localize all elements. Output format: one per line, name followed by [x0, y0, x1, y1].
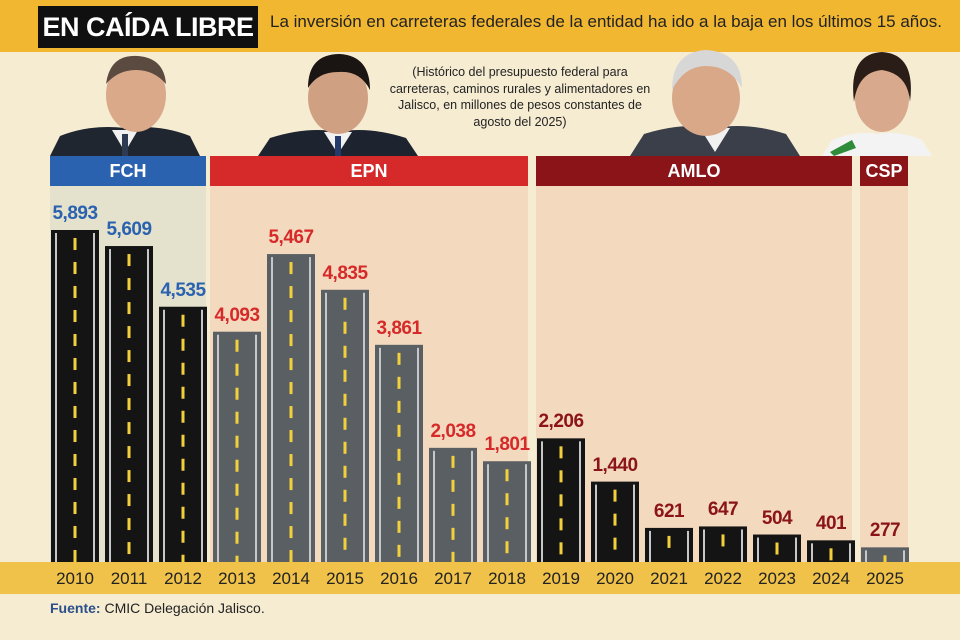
year-label-2021: 2021	[650, 569, 688, 588]
year-label-2017: 2017	[434, 569, 472, 588]
bar-2020	[591, 481, 639, 563]
portrait-epn	[258, 54, 418, 156]
source-text: CMIC Delegación Jalisco.	[104, 600, 265, 616]
year-label-2013: 2013	[218, 569, 256, 588]
value-label-2022: 647	[707, 499, 739, 521]
bar-2024	[807, 540, 855, 563]
bar-2016	[375, 344, 423, 563]
value-label-2023: 504	[761, 507, 793, 529]
year-label-2016: 2016	[380, 569, 418, 588]
bar-2021	[645, 527, 693, 563]
year-label-2023: 2023	[758, 569, 796, 588]
value-label-2021: 621	[653, 500, 685, 522]
value-label-2016: 3,861	[376, 317, 422, 339]
bar-2019	[537, 438, 585, 563]
value-label-2019: 2,206	[538, 411, 584, 433]
year-label-2014: 2014	[272, 569, 310, 588]
bar-2018	[483, 461, 531, 563]
chart-note: (Histórico del presupuesto federal para …	[389, 65, 651, 129]
bar-2017	[429, 447, 477, 564]
period-header-epn: EPN	[210, 156, 528, 186]
year-label-2015: 2015	[326, 569, 364, 588]
bar-2013	[213, 331, 261, 568]
subtitle: La inversión en carreteras federales de …	[270, 12, 942, 31]
period-header-csp: CSP	[860, 156, 908, 186]
value-label-2017: 2,038	[430, 420, 476, 442]
year-label-2019: 2019	[542, 569, 580, 588]
period-header-amlo: AMLO	[536, 156, 852, 186]
period-column-csp	[860, 186, 908, 564]
bar-2010	[51, 230, 99, 563]
year-label-2024: 2024	[812, 569, 850, 588]
source-credit: Fuente: CMIC Delegación Jalisco.	[50, 600, 265, 616]
value-label-2024: 401	[815, 513, 847, 535]
bar-2012	[159, 306, 207, 567]
bar-2022	[699, 526, 747, 563]
portrait-amlo	[630, 50, 800, 156]
bar-2011	[105, 246, 153, 563]
year-label-2018: 2018	[488, 569, 526, 588]
source-label: Fuente:	[50, 600, 101, 616]
page-title: EN CAÍDA LIBRE	[38, 6, 258, 48]
year-label-2020: 2020	[596, 569, 634, 588]
value-label-2010: 5,893	[52, 203, 98, 224]
value-label-2011: 5,609	[106, 219, 152, 241]
value-label-2014: 5,467	[268, 227, 314, 249]
bar-2014	[267, 254, 315, 563]
portrait-csp	[822, 52, 932, 156]
value-label-2012: 4,535	[160, 279, 206, 301]
value-label-2025: 277	[869, 520, 901, 542]
value-label-2018: 1,801	[484, 434, 530, 456]
x-axis-strip	[0, 562, 960, 594]
year-label-2012: 2012	[164, 569, 202, 588]
value-label-2020: 1,440	[592, 454, 638, 476]
bar-2015	[321, 289, 369, 563]
year-label-2025: 2025	[866, 569, 904, 588]
bar-2025	[861, 547, 909, 568]
value-label-2013: 4,093	[214, 304, 260, 326]
year-label-2022: 2022	[704, 569, 742, 588]
bar-2023	[753, 534, 801, 563]
period-column-amlo	[536, 186, 852, 564]
portrait-fch	[50, 55, 200, 156]
value-label-2015: 4,835	[322, 262, 368, 284]
year-label-2010: 2010	[56, 569, 94, 588]
period-header-fch: FCH	[50, 156, 206, 186]
year-label-2011: 2011	[110, 569, 148, 588]
